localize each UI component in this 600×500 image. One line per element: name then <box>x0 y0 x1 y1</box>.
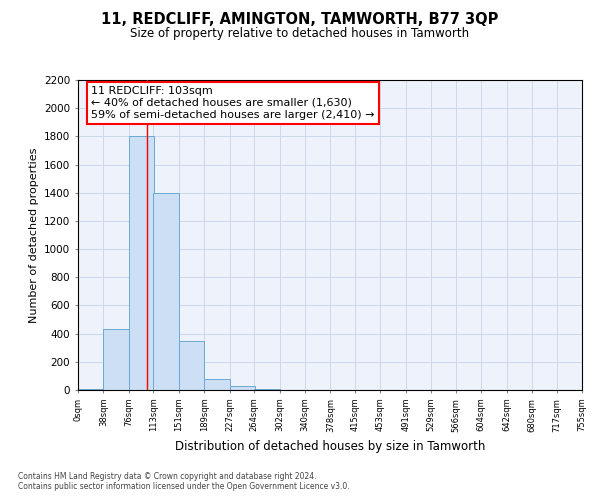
Y-axis label: Number of detached properties: Number of detached properties <box>29 148 38 322</box>
Bar <box>129 136 154 390</box>
Text: Contains public sector information licensed under the Open Government Licence v3: Contains public sector information licen… <box>18 482 350 491</box>
Bar <box>78 388 103 390</box>
Bar <box>230 386 255 390</box>
Text: Size of property relative to detached houses in Tamworth: Size of property relative to detached ho… <box>130 28 470 40</box>
Text: Contains HM Land Registry data © Crown copyright and database right 2024.: Contains HM Land Registry data © Crown c… <box>18 472 317 481</box>
X-axis label: Distribution of detached houses by size in Tamworth: Distribution of detached houses by size … <box>175 440 485 453</box>
Text: 11, REDCLIFF, AMINGTON, TAMWORTH, B77 3QP: 11, REDCLIFF, AMINGTON, TAMWORTH, B77 3Q… <box>101 12 499 28</box>
Text: 11 REDCLIFF: 103sqm
← 40% of detached houses are smaller (1,630)
59% of semi-det: 11 REDCLIFF: 103sqm ← 40% of detached ho… <box>91 86 375 120</box>
Bar <box>103 330 129 390</box>
Bar <box>204 380 230 390</box>
Bar <box>179 340 204 390</box>
Bar <box>254 388 280 390</box>
Bar <box>154 192 179 390</box>
